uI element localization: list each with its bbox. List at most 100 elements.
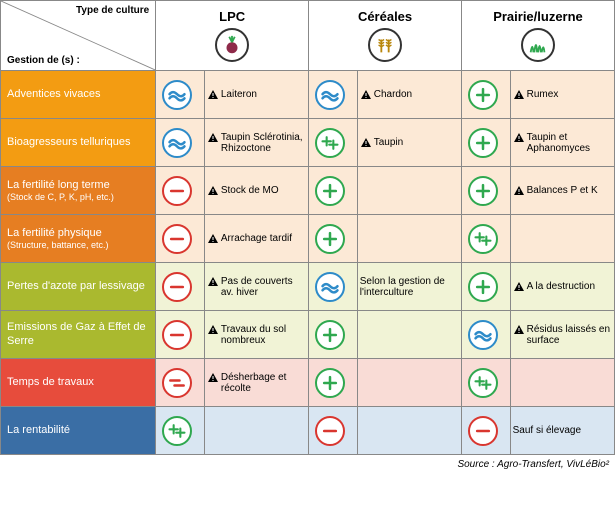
rating-icon <box>315 368 345 398</box>
rating-cell <box>309 215 358 263</box>
wheat-icon <box>368 28 402 62</box>
rating-icon <box>162 416 192 446</box>
note-text: Désherbage et récolte <box>207 372 306 394</box>
note-text: Taupin et Aphanomyces <box>513 132 612 154</box>
rating-cell <box>309 119 358 167</box>
note-text: Travaux du sol nombreux <box>207 324 306 346</box>
note-cell: Rumex <box>510 71 614 119</box>
note-cell: Désherbage et récolte <box>204 359 308 407</box>
note-cell: Taupin et Aphanomyces <box>510 119 614 167</box>
rating-icon <box>468 176 498 206</box>
col-header-cereales: Céréales <box>309 1 462 71</box>
note-text: Résidus laissés en surface <box>513 324 612 346</box>
row-label: La fertilité physique(Structure, battanc… <box>1 215 156 263</box>
rating-icon <box>468 128 498 158</box>
table-row: Adventices vivacesLaiteronChardonRumex <box>1 71 615 119</box>
rating-cell <box>462 71 511 119</box>
rating-icon <box>468 80 498 110</box>
row-label: Emissions de Gaz à Effet de Serre <box>1 311 156 359</box>
note-cell: Stock de MO <box>204 167 308 215</box>
header-diagonal: Type de culture Gestion de (s) : <box>1 1 156 71</box>
rating-icon <box>315 320 345 350</box>
grass-icon <box>521 28 555 62</box>
rating-icon <box>468 416 498 446</box>
note-cell: Laiteron <box>204 71 308 119</box>
rating-cell <box>309 167 358 215</box>
row-label: Bioagresseurs telluriques <box>1 119 156 167</box>
table-row: Emissions de Gaz à Effet de Serre Travaux… <box>1 311 615 359</box>
note-cell: A la destruction <box>510 263 614 311</box>
header-top-label: Type de culture <box>76 5 149 16</box>
rating-icon <box>162 224 192 254</box>
row-label: Temps de travaux <box>1 359 156 407</box>
comparison-table: Type de culture Gestion de (s) : LPC Cér… <box>0 0 615 455</box>
rating-cell <box>309 71 358 119</box>
col-header-lpc: LPC <box>156 1 309 71</box>
note-text: Chardon <box>360 89 459 101</box>
rating-cell <box>462 311 511 359</box>
note-text: Sauf si élevage <box>513 425 612 436</box>
header-bottom-label: Gestion de (s) : <box>7 55 80 66</box>
note-text: Laiteron <box>207 89 306 101</box>
note-cell: Sauf si élevage <box>510 407 614 455</box>
rating-icon <box>162 320 192 350</box>
rating-icon <box>162 80 192 110</box>
rating-cell <box>309 311 358 359</box>
row-label: Pertes d'azote par lessivage <box>1 263 156 311</box>
note-cell: Résidus laissés en surface <box>510 311 614 359</box>
note-text: Arrachage tardif <box>207 233 306 245</box>
rating-icon <box>315 176 345 206</box>
note-cell: Travaux du sol nombreux <box>204 311 308 359</box>
note-text: A la destruction <box>513 281 612 293</box>
row-label: La rentabilité <box>1 407 156 455</box>
note-text: Stock de MO <box>207 185 306 197</box>
note-cell: Taupin <box>357 119 461 167</box>
note-text: Selon la gestion de l'interculture <box>360 276 459 298</box>
note-cell <box>357 311 461 359</box>
rating-cell <box>462 263 511 311</box>
table-row: La fertilité long terme(Stock de C, P, K… <box>1 167 615 215</box>
row-label: La fertilité long terme(Stock de C, P, K… <box>1 167 156 215</box>
beet-icon <box>215 28 249 62</box>
rating-cell <box>309 359 358 407</box>
rating-icon <box>315 272 345 302</box>
note-cell <box>357 407 461 455</box>
rating-cell <box>462 119 511 167</box>
rating-cell <box>156 119 205 167</box>
rating-cell <box>156 407 205 455</box>
note-text: Balances P et K <box>513 185 612 197</box>
note-cell <box>357 167 461 215</box>
rating-cell <box>156 167 205 215</box>
rating-icon <box>468 272 498 302</box>
header-row: Type de culture Gestion de (s) : LPC Cér… <box>1 1 615 71</box>
rating-cell <box>462 167 511 215</box>
note-cell: Chardon <box>357 71 461 119</box>
note-text: Pas de couverts av. hiver <box>207 276 306 298</box>
table-row: La fertilité physique(Structure, battanc… <box>1 215 615 263</box>
rating-icon <box>162 272 192 302</box>
note-cell <box>357 215 461 263</box>
rating-cell <box>156 311 205 359</box>
note-text: Taupin Sclérotinia, Rhizoctone <box>207 132 306 154</box>
note-cell: Selon la gestion de l'interculture <box>357 263 461 311</box>
note-cell: Balances P et K <box>510 167 614 215</box>
rating-icon <box>315 416 345 446</box>
rating-icon <box>162 176 192 206</box>
table-row: Bioagresseurs telluriques Taupin Scléroti… <box>1 119 615 167</box>
note-cell <box>357 359 461 407</box>
rating-cell <box>156 215 205 263</box>
note-cell: Taupin Sclérotinia, Rhizoctone <box>204 119 308 167</box>
rating-cell <box>462 359 511 407</box>
rating-cell <box>156 263 205 311</box>
rating-icon <box>162 128 192 158</box>
note-text: Rumex <box>513 89 612 101</box>
table-row: Temps de travaux Désherbage et récolte <box>1 359 615 407</box>
rating-icon <box>468 224 498 254</box>
note-text: Taupin <box>360 137 459 149</box>
note-cell: Pas de couverts av. hiver <box>204 263 308 311</box>
rating-icon <box>468 320 498 350</box>
note-cell: Arrachage tardif <box>204 215 308 263</box>
rating-cell <box>156 359 205 407</box>
note-cell <box>510 215 614 263</box>
rating-cell <box>462 215 511 263</box>
